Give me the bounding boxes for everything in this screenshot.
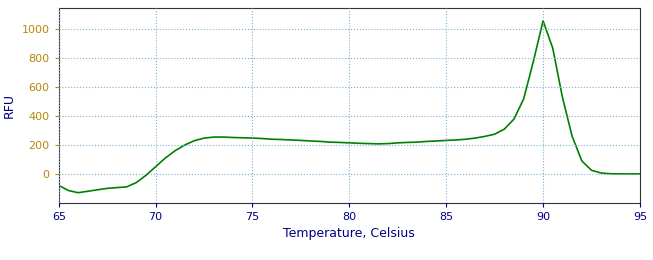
X-axis label: Temperature, Celsius: Temperature, Celsius [283,228,415,240]
Y-axis label: RFU: RFU [3,93,16,118]
